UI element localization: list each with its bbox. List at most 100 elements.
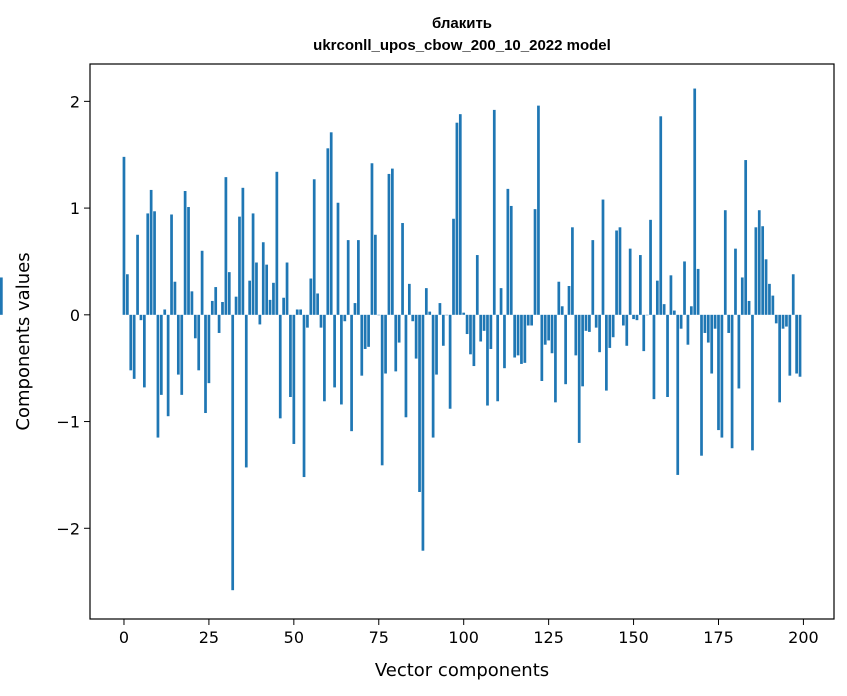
bar (785, 314, 788, 327)
bar (329, 132, 333, 315)
x-tick-label: 175 (703, 628, 734, 647)
bar (418, 314, 421, 492)
bar (136, 234, 139, 315)
bar (183, 191, 187, 315)
bar (676, 314, 680, 475)
bar (659, 116, 663, 315)
y-tick-label: 0 (70, 306, 80, 325)
bar (309, 278, 313, 315)
bar (700, 314, 703, 456)
bar (696, 268, 700, 315)
bar (581, 314, 584, 387)
bar (571, 227, 574, 315)
bar (618, 227, 622, 315)
bar (374, 234, 377, 315)
bar (404, 314, 408, 418)
bar (384, 314, 387, 374)
bar (530, 314, 533, 326)
bar (163, 309, 167, 315)
bar (710, 314, 714, 374)
bar (543, 314, 547, 345)
bar (720, 314, 724, 438)
bar (176, 314, 180, 375)
plot-frame (89, 63, 835, 620)
bar (557, 281, 561, 315)
bar (435, 314, 438, 375)
bar (554, 314, 557, 403)
bar (734, 248, 737, 315)
bar (798, 314, 802, 377)
bar (180, 314, 184, 395)
bar (649, 219, 652, 315)
bar (533, 209, 537, 315)
bar (506, 188, 510, 315)
bar (475, 255, 479, 315)
bar (268, 299, 272, 315)
bar (489, 314, 493, 349)
bar (768, 283, 771, 315)
bar (170, 214, 173, 315)
bar (605, 314, 608, 391)
bar (391, 168, 394, 315)
bar (706, 314, 710, 343)
y-tick-label: 2 (70, 92, 80, 111)
bar (139, 314, 143, 321)
bar (306, 314, 309, 328)
bar (628, 248, 632, 315)
bar (312, 179, 316, 315)
bar (540, 314, 544, 381)
bar (639, 255, 642, 315)
bar (669, 275, 673, 315)
bar (452, 218, 455, 315)
x-tick-label: 75 (369, 628, 389, 647)
bar (387, 173, 391, 315)
bar (747, 300, 751, 315)
bar (778, 314, 781, 403)
bar (323, 314, 326, 402)
bar (248, 280, 252, 315)
bar (146, 213, 150, 315)
bar (217, 314, 221, 333)
bar (615, 230, 618, 315)
bar (791, 274, 795, 315)
bar (258, 314, 262, 325)
bar (285, 262, 289, 315)
bar (238, 216, 241, 315)
bar (598, 314, 601, 353)
bar (625, 314, 629, 346)
bar (292, 314, 296, 444)
bar (520, 314, 523, 364)
bar (295, 309, 299, 315)
bar (462, 312, 466, 315)
bar (187, 207, 190, 315)
bar (560, 306, 564, 315)
bar (272, 282, 275, 315)
bar (197, 314, 201, 371)
bar (713, 314, 717, 329)
bar (574, 314, 578, 356)
bar (594, 314, 598, 328)
bar (662, 304, 666, 315)
bar (622, 314, 625, 326)
bar (608, 314, 612, 348)
bar (740, 277, 744, 315)
x-tick-label: 200 (788, 628, 819, 647)
bar (357, 240, 360, 315)
bar (302, 314, 306, 478)
bar (458, 114, 462, 315)
bar (438, 303, 442, 315)
bar (367, 314, 370, 347)
bar (465, 314, 469, 335)
bar (244, 314, 248, 468)
bar (472, 314, 476, 367)
bar (153, 211, 156, 315)
bar (757, 210, 761, 315)
bar (764, 259, 768, 315)
bar (693, 88, 697, 315)
x-tick-label: 0 (119, 628, 129, 647)
bar (550, 314, 554, 354)
bar (774, 314, 778, 324)
bar (278, 314, 282, 419)
bar (788, 314, 792, 376)
bar (241, 187, 245, 315)
